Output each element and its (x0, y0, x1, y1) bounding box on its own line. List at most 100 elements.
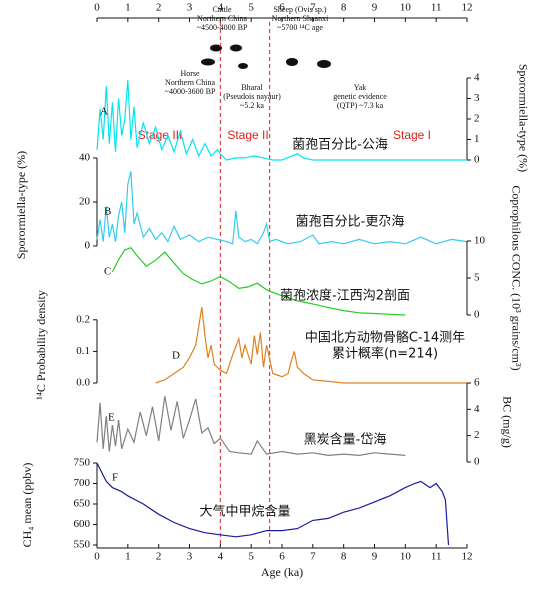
x-tick-label: 9 (372, 551, 378, 563)
data-line (155, 307, 467, 384)
animal-note: genetic evidence (333, 92, 387, 101)
x-tick-label: 1 (125, 2, 131, 14)
stage-label: Stage III (138, 128, 183, 142)
y-tick-label: 650 (74, 498, 91, 510)
panel-caption: 累计概率(n=214) (332, 346, 438, 362)
x-tick-label: 7 (310, 551, 316, 563)
animal-note: Cattle (212, 5, 232, 14)
y-tick-label: 2 (474, 113, 480, 125)
x-tick-label: 0 (94, 551, 100, 563)
x-tick-label: 11 (431, 551, 442, 563)
panel-caption: 中国北方动物骨骼C-14测年 (305, 330, 465, 346)
y-axis-label: Sporormiella-type (%) (14, 151, 28, 259)
x-tick-label: 2 (156, 2, 162, 14)
y-tick-label: 600 (74, 518, 91, 530)
data-line (96, 171, 468, 245)
panel-letter: D (172, 350, 180, 362)
panel-caption: 大气中甲烷含量 (199, 504, 290, 520)
panel-letter: A (100, 106, 108, 118)
y-tick-label: 550 (74, 539, 91, 551)
panel-letter: E (108, 412, 115, 424)
x-tick-label: 5 (248, 551, 254, 563)
panel-caption: 黑炭含量-岱海 (304, 432, 387, 448)
y-tick-label: 0.2 (76, 313, 90, 325)
y-tick-label: 5 (474, 272, 480, 284)
x-tick-label: 0 (94, 2, 100, 14)
panel-caption: 菌孢百分比-更尕海 (296, 215, 405, 230)
y-tick-label: 700 (74, 477, 91, 489)
x-tick-label: 11 (431, 2, 442, 14)
x-tick-label: 1 (125, 551, 131, 563)
cattle-icon (230, 44, 242, 52)
data-line (111, 246, 406, 316)
y-tick-label: 0 (474, 154, 480, 166)
animal-icons (201, 44, 331, 69)
x-tick-label: 12 (462, 2, 473, 14)
animal-note: (QTP) ~7.3 ka (337, 101, 384, 110)
data-line (96, 462, 450, 546)
animal-note: Sheep (Ovis sp.) (273, 5, 326, 14)
animal-note: Northern China (197, 14, 247, 23)
x-tick-label: 4 (218, 2, 224, 14)
data-line (96, 79, 467, 161)
x-tick-label: 10 (400, 2, 412, 14)
y-axis-label: BC (mg/g) (500, 396, 514, 448)
y-axis-label: Sporormiella-type (%) (516, 64, 530, 172)
y-tick-label: 1 (474, 133, 480, 145)
panel-letter: B (104, 206, 111, 218)
x-tick-label: 4 (218, 551, 224, 563)
stage-label: Stage I (393, 128, 431, 142)
sheep-icon (286, 58, 298, 66)
y-tick-label: 40 (79, 152, 91, 164)
cattle-icon (210, 44, 222, 52)
x-tick-label: 12 (462, 551, 473, 563)
animal-note: ~4000-3600 BP (165, 87, 216, 96)
x-tick-label: 6 (279, 2, 285, 14)
x-tick-label: 7 (310, 2, 316, 14)
y-tick-label: 20 (79, 196, 91, 208)
bharal-icon (238, 63, 248, 69)
animal-note: Northern Shaanxi (272, 14, 329, 23)
x-tick-label: 8 (341, 2, 347, 14)
animal-note: Bharal (241, 83, 263, 92)
y-tick-label: 0 (474, 456, 480, 468)
data-line (96, 396, 406, 457)
x-tick-label: 2 (156, 551, 162, 563)
panel-letter: C (104, 266, 111, 278)
animal-note: (Pseudois nayaur) (223, 92, 281, 101)
y-tick-label: 6 (474, 377, 480, 389)
x-tick-label: 10 (400, 551, 412, 563)
y-tick-label: 10 (474, 235, 486, 247)
animal-note: Horse (180, 69, 200, 78)
y-tick-label: 0.0 (76, 377, 90, 389)
panel-caption: 菌孢百分比-公海 (292, 138, 388, 153)
x-tick-label: 3 (187, 2, 193, 14)
panel-letter: F (112, 472, 118, 484)
y-tick-label: 750 (74, 457, 91, 469)
animal-note: Yak (354, 83, 367, 92)
x-tick-label: 8 (341, 551, 347, 563)
y-tick-label: 2 (474, 429, 480, 441)
animal-note: Northern China (165, 78, 215, 87)
x-axis-label: Age (ka) (261, 565, 303, 579)
panel-caption: 菌孢浓度-江西沟2剖面 (280, 288, 410, 304)
y-axis-label: CH₄ mean (ppbv) (20, 463, 34, 548)
y-tick-label: 0.1 (76, 345, 90, 357)
y-tick-label: 0 (474, 309, 480, 321)
animal-note: ~5700 ¹⁴C age (277, 23, 323, 32)
y-tick-label: 3 (474, 92, 480, 104)
x-tick-label: 6 (279, 551, 285, 563)
animal-note: ~4500-4000 BP (197, 23, 248, 32)
horse-icon (201, 58, 215, 66)
y-tick-label: 4 (474, 403, 480, 415)
y-tick-label: 4 (474, 72, 480, 84)
yak-icon (317, 60, 331, 68)
y-axis-label: Coprophilous CONC. (10³ grains/cm³) (509, 185, 523, 370)
x-tick-label: 3 (187, 551, 193, 563)
x-tick-label: 9 (372, 2, 378, 14)
stage-label: Stage II (227, 128, 268, 142)
y-axis-label: ¹⁴C Probability density (34, 290, 48, 400)
animal-note: ~5.2 ka (240, 101, 264, 110)
x-tick-label: 5 (248, 2, 254, 14)
